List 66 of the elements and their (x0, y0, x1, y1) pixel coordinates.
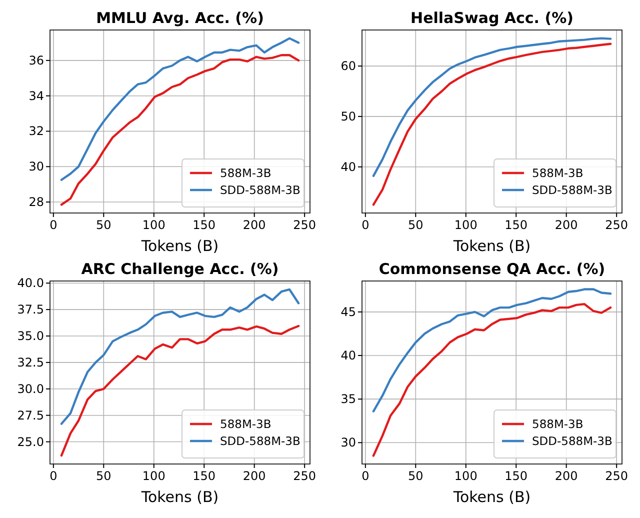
y-tick-label: 32 (28, 124, 44, 138)
x-tick-label: 50 (96, 469, 112, 483)
y-tick-label: 50 (340, 109, 356, 124)
x-tick-label: 50 (408, 469, 424, 483)
x-tick-label: 150 (504, 469, 528, 483)
x-tick-label: 200 (554, 469, 578, 483)
legend-label: 588M-3B (532, 417, 584, 431)
chart-title: Commonsense QA Acc. (%) (378, 260, 606, 278)
y-tick-label: 40 (340, 160, 356, 174)
line-series (60, 324, 300, 457)
line-series (372, 37, 612, 178)
y-tick-label: 40 (340, 348, 356, 363)
legend-label: 588M-3B (220, 417, 272, 431)
chart-title: HellaSwag Acc. (%) (410, 9, 574, 27)
line-series (372, 42, 612, 206)
y-tick-label: 30 (340, 436, 356, 450)
y-tick-label: 60 (340, 59, 356, 74)
y-tick-label: 27.5 (17, 408, 44, 422)
x-tick-label: 250 (293, 469, 316, 483)
x-tick-label: 250 (605, 218, 628, 232)
x-tick-label: 50 (96, 218, 112, 232)
x-axis-title: Tokens (B) (452, 488, 531, 506)
y-tick-label: 30 (28, 160, 44, 174)
x-tick-label: 200 (242, 218, 266, 232)
line-series (60, 37, 300, 182)
y-tick-label: 34 (28, 88, 44, 103)
y-tick-label: 32.5 (17, 355, 44, 370)
x-tick-label: 150 (192, 218, 216, 232)
x-axis-title: Tokens (B) (140, 488, 219, 506)
y-tick-label: 37.5 (17, 302, 44, 317)
x-axis-title: Tokens (B) (452, 237, 531, 255)
line-series (372, 302, 612, 457)
x-tick-label: 100 (142, 469, 166, 483)
chart-title: ARC Challenge Acc. (%) (81, 260, 279, 278)
y-tick-label: 35 (340, 392, 356, 406)
x-tick-label: 50 (408, 218, 424, 232)
x-tick-label: 200 (554, 218, 578, 232)
y-tick-label: 28 (28, 195, 44, 210)
y-tick-label: 45 (340, 304, 356, 319)
x-tick-label: 150 (192, 469, 216, 483)
y-tick-label: 40.0 (17, 276, 44, 290)
line-series (372, 288, 612, 412)
x-tick-label: 0 (362, 469, 370, 483)
x-tick-label: 0 (50, 469, 58, 483)
x-tick-label: 250 (605, 469, 628, 483)
x-tick-label: 250 (293, 218, 316, 232)
y-tick-label: 25.0 (17, 434, 44, 449)
legend-label: SDD-588M-3B (532, 434, 612, 448)
x-tick-label: 100 (454, 218, 478, 232)
x-tick-label: 0 (362, 218, 370, 232)
x-tick-label: 0 (50, 218, 58, 232)
legend-label: 588M-3B (532, 166, 584, 180)
chart-title: MMLU Avg. Acc. (%) (96, 9, 264, 27)
y-tick-label: 30.0 (17, 382, 44, 396)
y-tick-label: 35.0 (17, 329, 44, 344)
y-tick-label: 36 (28, 53, 44, 68)
x-tick-label: 200 (242, 469, 266, 483)
x-tick-label: 150 (504, 218, 528, 232)
legend-label: 588M-3B (220, 166, 272, 180)
x-axis-title: Tokens (B) (140, 237, 219, 255)
line-series (60, 54, 300, 206)
legend-label: SDD-588M-3B (220, 434, 300, 448)
x-tick-label: 100 (454, 469, 478, 483)
x-tick-label: 100 (142, 218, 166, 232)
legend-label: SDD-588M-3B (220, 183, 300, 197)
legend-label: SDD-588M-3B (532, 183, 612, 197)
